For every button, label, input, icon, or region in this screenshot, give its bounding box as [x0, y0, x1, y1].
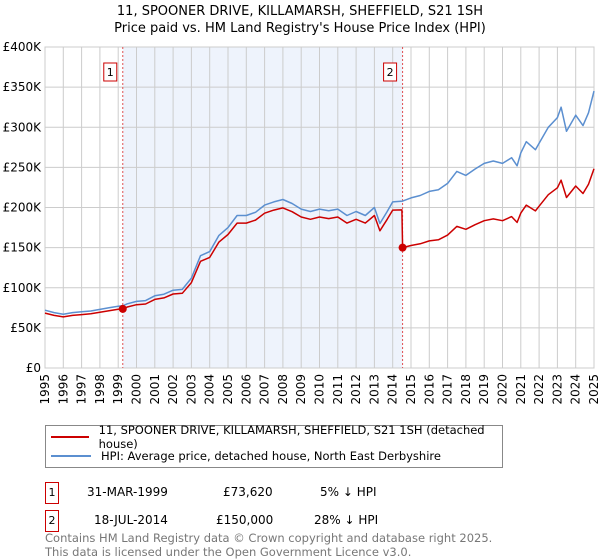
x-tick-label: 2016 [422, 374, 436, 405]
y-tick-label: £100K [3, 281, 43, 295]
legend-swatch-property [51, 436, 89, 438]
y-tick-label: £150K [3, 241, 43, 255]
y-tick-label: £0 [26, 361, 41, 375]
sale-number-label: 1 [107, 66, 114, 79]
x-tick-label: 1997 [75, 374, 89, 405]
x-tick-label: 2008 [276, 374, 290, 405]
x-tick-label: 2024 [569, 374, 583, 405]
legend-item-hpi: HPI: Average price, detached house, Nort… [51, 447, 441, 465]
hpi-line [44, 90, 595, 315]
x-tick-label: 2018 [459, 374, 473, 405]
legend: 11, SPOONER DRIVE, KILLAMARSH, SHEFFIELD… [45, 423, 503, 468]
chart-title: 11, SPOONER DRIVE, KILLAMARSH, SHEFFIELD… [116, 4, 484, 19]
x-tick-label: 2025 [587, 374, 600, 405]
sale-point-marker [118, 304, 127, 313]
x-tick-label: 2000 [130, 374, 144, 405]
price-chart: 1995 1996 1997 1998 1999 2000 2001 2002 2003 2004… [3, 40, 600, 405]
sale-hpi-diff: 28% ↓ HPI [314, 513, 379, 527]
x-tick-label: 1995 [38, 374, 52, 405]
y-tick-label: £350K [3, 80, 43, 94]
sale-number-box [383, 62, 398, 82]
x-tick-label: 2003 [184, 374, 198, 405]
y-tick-label: £50K [10, 321, 42, 335]
y-tick-label: £200K [3, 201, 43, 215]
x-tick-label: 2004 [203, 374, 217, 405]
x-tick-label: 2007 [258, 374, 272, 405]
legend-swatch-hpi [51, 455, 91, 457]
x-tick-label: 2021 [514, 374, 528, 405]
x-tick-label: 1996 [56, 374, 70, 405]
x-tick-label: 2012 [349, 374, 363, 405]
y-tick-label: £400K [3, 40, 43, 54]
x-tick-label: 2002 [166, 374, 180, 405]
sale-price: £73,620 [223, 485, 273, 499]
footer-licence: This data is licensed under the Open Gov… [45, 545, 412, 559]
legend-label-hpi: HPI: Average price, detached house, Nort… [101, 449, 441, 463]
x-tick-label: 2005 [221, 374, 235, 405]
sale-marker-box: 1 [45, 482, 59, 504]
x-tick-label: 2006 [239, 374, 253, 405]
sale-number-label: 2 [387, 66, 394, 79]
sale-hpi-diff: 5% ↓ HPI [320, 485, 377, 499]
legend-item-property: 11, SPOONER DRIVE, KILLAMARSH, SHEFFIELD… [51, 423, 502, 451]
x-tick-label: 2011 [331, 374, 345, 405]
sale-number-box [103, 62, 118, 82]
x-tick-label: 2009 [294, 374, 308, 405]
x-tick-label: 2015 [404, 374, 418, 405]
x-tick-label: 2017 [441, 374, 455, 405]
y-tick-label: £300K [3, 120, 43, 134]
sale-row-2: 2 18-JUL-2014 £150,000 28% ↓ HPI [45, 510, 445, 532]
footer-copyright: Contains HM Land Registry data © Crown c… [45, 531, 493, 545]
sale-date: 18-JUL-2014 [94, 513, 168, 527]
chart-subtitle: Price paid vs. HM Land Registry's House … [114, 21, 486, 36]
x-tick-label: 2013 [367, 374, 381, 405]
x-tick-label: 2022 [532, 374, 546, 405]
x-tick-label: 2020 [496, 374, 510, 405]
y-tick-label: £250K [3, 160, 43, 174]
sale-price: £150,000 [216, 513, 274, 527]
plot-frame [44, 46, 595, 369]
x-tick-label: 2019 [477, 374, 491, 405]
legend-label-property: 11, SPOONER DRIVE, KILLAMARSH, SHEFFIELD… [98, 423, 485, 451]
x-tick-label: 1999 [111, 374, 125, 405]
x-tick-label: 2001 [148, 374, 162, 405]
x-tick-label: 2023 [550, 374, 564, 405]
sale-date: 31-MAR-1999 [87, 485, 168, 499]
x-tick-label: 1998 [93, 374, 107, 405]
x-tick-label: 2010 [313, 374, 327, 405]
property-price-line [44, 168, 595, 318]
sale-point-marker [398, 243, 407, 252]
sale-row-1: 1 31-MAR-1999 £73,620 5% ↓ HPI [45, 482, 445, 504]
x-tick-label: 2014 [386, 374, 400, 405]
sale-marker-box: 2 [45, 510, 59, 532]
